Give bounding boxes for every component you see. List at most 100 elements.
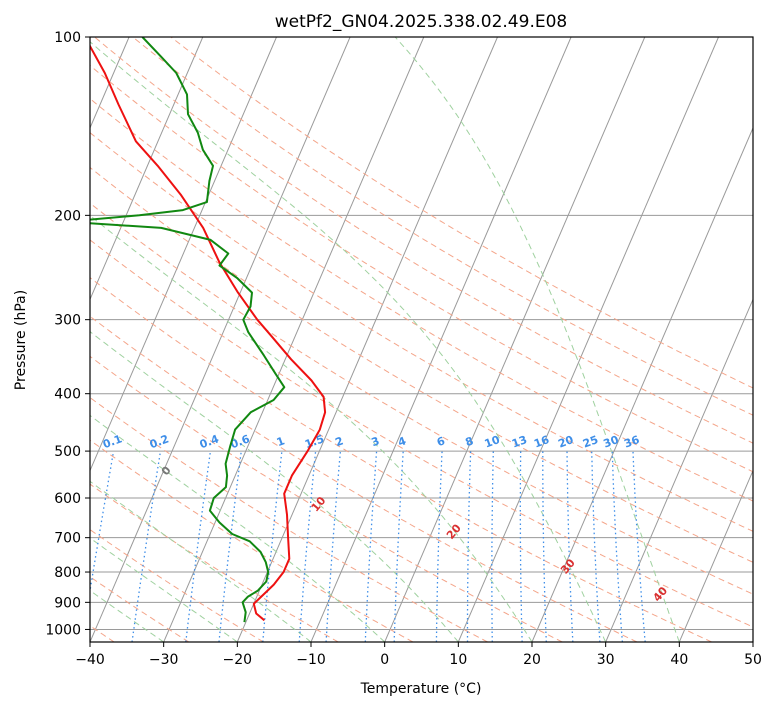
sounding-profiles <box>90 37 327 623</box>
dry-adiabat-line <box>93 37 753 444</box>
mixing-ratio-label: 36 <box>622 433 641 451</box>
moist-adiabat-line <box>90 480 312 642</box>
y-axis: 100 200 300 400 500 600 700 800 900 1000 <box>45 30 90 638</box>
dry-adiabat-line <box>90 397 488 642</box>
mixing-ratio-label: 4 <box>396 434 408 449</box>
x-axis: −40 −30 −20 −10 0 10 20 30 40 50 <box>75 642 762 668</box>
isotherm-line <box>90 37 277 472</box>
dry-adiabat-lines <box>90 37 753 642</box>
dry-adiabat-line <box>90 529 264 642</box>
mixing-ratio-label: 8 <box>464 434 476 449</box>
mixing-ratio-line <box>185 450 212 642</box>
dry-adiabat-line <box>90 315 638 642</box>
dry-adiabat-line <box>170 37 753 389</box>
mixing-ratio-line <box>435 451 443 642</box>
mixing-ratio-label: 0.1 <box>101 432 124 451</box>
y-tick-label: 100 <box>54 30 81 46</box>
mixing-ratio-line <box>218 451 242 642</box>
isotherm-line <box>457 37 719 642</box>
mixing-ratio-label: 0.4 <box>198 432 221 451</box>
x-tick-label: −40 <box>75 652 105 668</box>
isotherm-line <box>678 469 753 642</box>
mixing-ratio-line <box>325 451 342 642</box>
moist-adiabat-line <box>90 537 238 642</box>
x-tick-label: −10 <box>296 652 326 668</box>
x-axis-title: Temperature (°C) <box>360 681 482 697</box>
mixing-ratio-line <box>466 451 472 642</box>
isotherm-line <box>236 37 498 642</box>
y-axis-title: Pressure (hPa) <box>13 290 29 390</box>
mixing-ratio-label: 1.5 <box>303 432 326 451</box>
y-tick-label: 800 <box>54 565 81 581</box>
dry-adiabat-line <box>90 483 339 642</box>
x-tick-label: 10 <box>449 652 467 668</box>
dry-adiabat-line <box>90 64 753 473</box>
dry-adiabat-line <box>90 355 563 642</box>
moist-adiabat-line <box>90 331 459 642</box>
dry-adiabat-line <box>90 166 753 563</box>
moist-adiabat-line <box>90 589 164 642</box>
y-tick-label: 600 <box>54 491 81 507</box>
x-tick-label: 40 <box>670 652 688 668</box>
y-tick-label: 500 <box>54 444 81 460</box>
mixing-ratio-lines <box>90 450 646 642</box>
mixing-ratio-label: 1 <box>275 434 287 449</box>
mixing-ratio-label: 2 <box>333 434 345 449</box>
isotherm-line <box>163 37 425 642</box>
y-tick-label: 1000 <box>45 622 81 638</box>
mixing-ratio-line <box>393 451 404 642</box>
mixing-ratio-label: 10 <box>483 433 502 451</box>
moist-adiabat-line <box>90 214 533 642</box>
mixing-ratio-line <box>298 451 317 642</box>
axes-frame <box>89 36 754 643</box>
moist-adiabat-label: 20 <box>444 521 464 541</box>
mixing-ratio-label: 16 <box>532 433 551 451</box>
mixing-ratio-label: 0.6 <box>229 432 252 451</box>
plot-area: 0.10.20.40.611.52346810131620253036-100-… <box>0 37 753 642</box>
moist-adiabat-line <box>90 414 386 642</box>
x-tick-label: 0 <box>380 652 389 668</box>
mixing-ratio-line <box>491 451 494 642</box>
dry-adiabat-line <box>90 239 753 628</box>
x-tick-label: 50 <box>744 652 762 668</box>
moist-adiabat-lines <box>90 37 680 642</box>
dry-adiabat-line <box>131 37 753 416</box>
y-tick-label: 900 <box>54 595 81 611</box>
x-tick-label: −30 <box>149 652 179 668</box>
mixing-ratio-line <box>591 451 601 642</box>
y-tick-label: 400 <box>54 387 81 403</box>
mixing-ratio-line <box>262 451 283 642</box>
dry-adiabat-line <box>90 132 753 532</box>
mixing-ratio-label: 13 <box>510 433 529 450</box>
isotherm-line <box>531 126 753 642</box>
mixing-ratio-line <box>611 451 624 642</box>
mixing-ratio-line <box>364 451 378 642</box>
moist-adiabat-line <box>394 37 680 642</box>
mixing-ratio-line <box>632 451 646 642</box>
isotherm-line <box>90 37 351 642</box>
isotherm-line <box>605 298 753 642</box>
mixing-ratio-line <box>131 450 162 642</box>
dry-adiabat-line <box>90 202 753 595</box>
chart-title: wetPf2_GN04.2025.338.02.49.E08 <box>275 12 567 32</box>
y-tick-label: 200 <box>54 208 81 224</box>
mixing-ratio-label: 3 <box>370 434 382 449</box>
background-line-labels: 0.10.20.40.611.52346810131620253036-100-… <box>0 413 670 604</box>
mixing-ratio-line <box>542 451 547 642</box>
dry-adiabat-line <box>90 277 712 642</box>
y-tick-label: 300 <box>54 313 81 329</box>
mixing-ratio-label: 20 <box>556 433 575 451</box>
mixing-ratio-label: 6 <box>435 434 447 449</box>
temperature-profile-line <box>90 44 327 622</box>
y-tick-label: 700 <box>54 531 81 547</box>
mixing-ratio-label: 25 <box>581 433 600 450</box>
mixing-ratio-label: 30 <box>602 433 621 451</box>
dry-adiabat-label: -10 <box>0 413 17 437</box>
moist-adiabat-label: 10 <box>309 494 329 514</box>
mixing-ratio-line <box>90 450 115 595</box>
dry-adiabat-line <box>90 98 753 502</box>
x-tick-label: −20 <box>223 652 253 668</box>
isotherm-line <box>752 640 753 642</box>
isotherm-line <box>90 37 204 301</box>
